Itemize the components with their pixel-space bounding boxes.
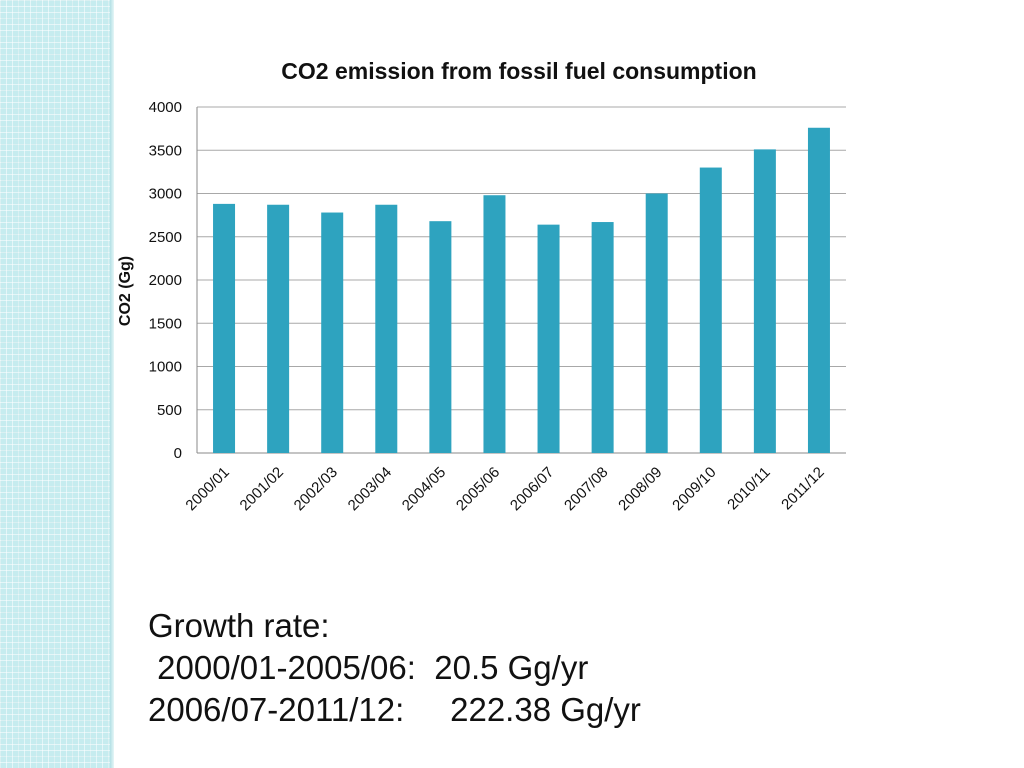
bar-2009/10	[699, 167, 722, 454]
decorative-side-strip	[0, 0, 114, 768]
y-tick-label-500: 500	[157, 402, 182, 419]
x-category-label: 2009/10	[669, 464, 719, 514]
y-tick-label-2500: 2500	[149, 229, 182, 246]
x-category-label: 2000/01	[182, 464, 232, 514]
bar-2003/04	[375, 204, 398, 453]
y-tick-label-4000: 4000	[149, 99, 182, 116]
bar-2008/09	[645, 193, 668, 453]
x-axis-categories: 2000/01 2001/02 2002/03 2003/04 2004/05 2005/…	[182, 464, 827, 514]
gridlines	[196, 106, 846, 454]
y-tick-label-2000: 2000	[149, 272, 182, 289]
y-tick-label-3000: 3000	[149, 186, 182, 203]
growth-rate-line-2: 2006/07-2011/12: 222.38 Gg/yr	[148, 691, 641, 728]
y-axis-title: CO2 (Gg)	[117, 256, 134, 326]
bar-2006/07	[537, 224, 560, 453]
bar-2005/06	[483, 195, 506, 454]
x-category-label: 2010/11	[724, 464, 774, 514]
y-tick-label-3500: 3500	[149, 142, 182, 159]
x-category-label: 2005/06	[453, 464, 503, 514]
bar-2010/11	[753, 149, 776, 453]
x-category-label: 2001/02	[237, 464, 287, 514]
x-category-label: 2007/08	[561, 464, 611, 514]
y-axis-ticks: 0 500 1000 1500 2000 2500 3000 3500 4000	[149, 99, 182, 462]
x-category-label: 2004/05	[399, 464, 449, 514]
bar-2007/08	[591, 222, 614, 453]
y-tick-label-1500: 1500	[149, 315, 182, 332]
growth-rate-notes: Growth rate: 2000/01-2005/06: 20.5 Gg/yr…	[148, 605, 641, 731]
x-category-label: 2008/09	[615, 464, 665, 514]
bar-2000/01	[213, 203, 236, 453]
bar-2004/05	[429, 221, 452, 453]
x-category-label: 2002/03	[291, 464, 341, 514]
y-tick-label-0: 0	[174, 445, 182, 462]
x-category-label: 2011/12	[778, 464, 828, 514]
growth-rate-heading: Growth rate:	[148, 607, 330, 644]
bars	[213, 127, 830, 454]
y-tick-label-1000: 1000	[149, 359, 182, 376]
x-category-label: 2003/04	[345, 464, 395, 514]
chart-title: CO2 emission from fossil fuel consumptio…	[281, 58, 756, 84]
bar-2011/12	[807, 127, 830, 453]
bar-2001/02	[267, 204, 290, 453]
x-category-label: 2006/07	[507, 464, 557, 514]
bar-2002/03	[321, 212, 344, 453]
growth-rate-line-1: 2000/01-2005/06: 20.5 Gg/yr	[148, 649, 589, 686]
bar-chart: CO2 emission from fossil fuel consumptio…	[117, 58, 846, 514]
